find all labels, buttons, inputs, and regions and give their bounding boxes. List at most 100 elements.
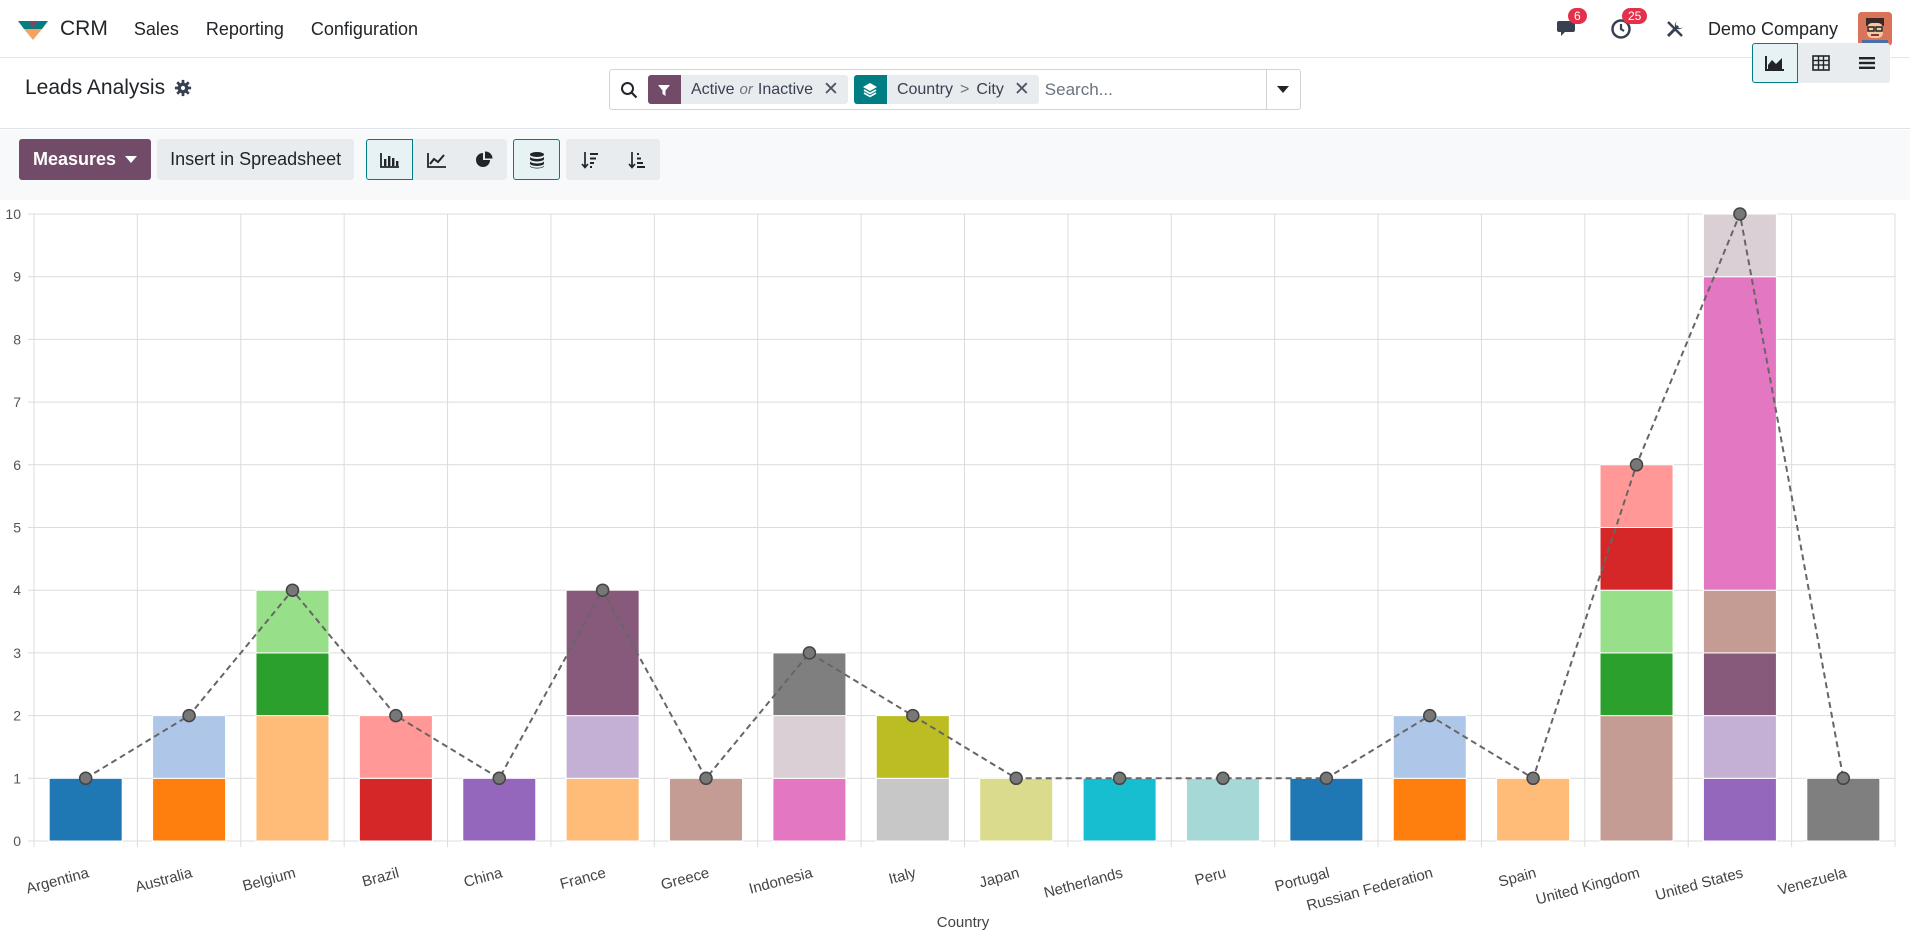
bar-segment[interactable] xyxy=(1806,777,1881,842)
bar-segment[interactable] xyxy=(875,777,950,842)
menu-reporting[interactable]: Reporting xyxy=(205,18,284,39)
bar-chart-button[interactable] xyxy=(366,139,414,180)
total-point[interactable] xyxy=(1319,771,1334,786)
total-point[interactable] xyxy=(699,771,713,786)
total-point[interactable] xyxy=(1216,771,1230,786)
total-point[interactable] xyxy=(802,646,817,660)
bar-segment[interactable] xyxy=(1702,715,1777,779)
bar-segment[interactable] xyxy=(152,777,227,842)
search-input[interactable] xyxy=(1044,72,1266,107)
total-point[interactable] xyxy=(182,708,196,723)
bar-segment[interactable] xyxy=(1599,589,1674,654)
bar-segment[interactable] xyxy=(1702,777,1777,842)
messages-button[interactable]: 6 xyxy=(1552,8,1587,44)
bar-segment[interactable] xyxy=(1599,715,1674,842)
filter-icon xyxy=(647,75,681,104)
bar-segment[interactable] xyxy=(48,777,123,842)
pivot-view-button[interactable] xyxy=(1798,43,1844,83)
remove-facet-button[interactable]: ✕ xyxy=(1013,79,1030,100)
debug-tools-button[interactable] xyxy=(1660,14,1690,44)
bar-segment[interactable] xyxy=(1496,777,1571,842)
x-tick-label: United States xyxy=(1654,864,1745,904)
search-bar: Active or Inactive ✕ Country > City ✕ xyxy=(609,69,1301,110)
measures-button[interactable]: Measures xyxy=(19,139,152,180)
layers-icon xyxy=(853,75,887,104)
total-point[interactable] xyxy=(78,771,93,786)
x-tick-label: Belgium xyxy=(241,864,298,894)
gear-icon[interactable] xyxy=(174,79,192,97)
y-tick-label: 10 xyxy=(5,206,21,222)
menu-configuration[interactable]: Configuration xyxy=(310,18,418,39)
bar-segment[interactable] xyxy=(669,777,744,842)
bar-segment[interactable] xyxy=(255,589,330,654)
bar-segment[interactable] xyxy=(1289,777,1364,842)
total-point[interactable] xyxy=(1733,207,1747,221)
control-panel: Leads Analysis Active or xyxy=(0,58,1910,129)
bar-segment[interactable] xyxy=(1599,652,1674,717)
bar-segment[interactable] xyxy=(1082,777,1157,842)
total-point[interactable] xyxy=(285,583,300,597)
sort-descending-button[interactable] xyxy=(566,139,614,180)
bar-segment[interactable] xyxy=(358,777,433,842)
company-switcher[interactable]: Demo Company xyxy=(1707,18,1838,39)
avatar-image xyxy=(1858,12,1892,46)
bar-segment[interactable] xyxy=(1392,715,1467,779)
bar-segment[interactable] xyxy=(1185,777,1260,842)
bar-segment[interactable] xyxy=(565,715,640,779)
bar-segment[interactable] xyxy=(1599,464,1674,528)
line-chart-button[interactable] xyxy=(413,139,461,180)
total-point[interactable] xyxy=(1629,458,1644,472)
x-tick-label: Peru xyxy=(1193,864,1228,889)
x-tick-label: Australia xyxy=(133,864,194,896)
bar-segment[interactable] xyxy=(462,777,537,842)
activities-button[interactable]: 25 xyxy=(1606,8,1648,44)
bar-segment[interactable] xyxy=(1702,589,1777,654)
bar-segment[interactable] xyxy=(772,777,847,842)
graph-view-button[interactable] xyxy=(1752,43,1798,83)
bar-segment[interactable] xyxy=(565,777,640,842)
messages-badge: 6 xyxy=(1567,8,1587,24)
menu-sales[interactable]: Sales xyxy=(133,18,179,39)
pie-chart-button[interactable] xyxy=(460,139,508,180)
total-point[interactable] xyxy=(389,708,403,723)
y-tick-label: 1 xyxy=(13,770,21,786)
bar-segment[interactable] xyxy=(1702,213,1777,278)
bar-segment[interactable] xyxy=(979,777,1054,842)
bar-segment[interactable] xyxy=(565,589,640,717)
chat-icon xyxy=(1556,21,1575,36)
total-point[interactable] xyxy=(1836,771,1851,786)
total-point[interactable] xyxy=(1423,708,1437,723)
search-options-toggle[interactable] xyxy=(1265,70,1300,109)
bar-segment[interactable] xyxy=(358,715,433,779)
list-view-button[interactable] xyxy=(1844,43,1890,83)
bar-segment[interactable] xyxy=(255,715,330,842)
bar-segment[interactable] xyxy=(1702,276,1777,591)
app-name[interactable]: CRM xyxy=(60,17,108,40)
bar-segment[interactable] xyxy=(772,715,847,779)
bar-segment[interactable] xyxy=(1599,527,1674,591)
view-switcher xyxy=(1752,43,1890,83)
total-point[interactable] xyxy=(595,583,610,597)
search-icon xyxy=(610,70,648,109)
crm-app-icon[interactable] xyxy=(16,17,50,41)
bar-segment[interactable] xyxy=(1392,777,1467,842)
remove-facet-button[interactable]: ✕ xyxy=(823,79,839,100)
total-point[interactable] xyxy=(1009,771,1023,786)
bar-segment[interactable] xyxy=(772,652,847,717)
bar-segment[interactable] xyxy=(152,715,227,779)
bar-segment[interactable] xyxy=(875,715,950,779)
line-chart-icon xyxy=(426,152,446,168)
bar-segment[interactable] xyxy=(1702,652,1777,717)
total-point[interactable] xyxy=(1112,771,1127,786)
total-point[interactable] xyxy=(492,771,506,786)
x-tick-label: Italy xyxy=(887,864,918,888)
bar-segment[interactable] xyxy=(255,652,330,717)
sort-ascending-button[interactable] xyxy=(613,139,661,180)
x-tick-label: Argentina xyxy=(24,864,91,897)
stacked-toggle-button[interactable] xyxy=(513,139,561,180)
total-point[interactable] xyxy=(1526,771,1540,786)
x-axis-title: Country xyxy=(937,914,990,931)
total-point[interactable] xyxy=(906,708,920,723)
insert-spreadsheet-button[interactable]: Insert in Spreadsheet xyxy=(157,139,355,180)
user-avatar[interactable] xyxy=(1858,12,1892,46)
